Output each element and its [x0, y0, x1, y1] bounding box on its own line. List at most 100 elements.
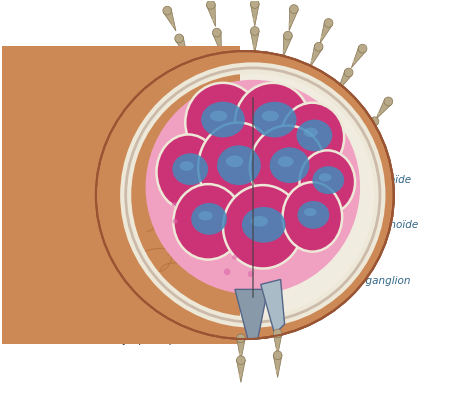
Ellipse shape: [157, 134, 220, 210]
Circle shape: [273, 351, 282, 360]
Ellipse shape: [223, 185, 302, 268]
Ellipse shape: [312, 166, 344, 194]
Ellipse shape: [270, 147, 310, 183]
Polygon shape: [237, 360, 245, 382]
Ellipse shape: [226, 155, 243, 167]
Polygon shape: [362, 119, 378, 140]
Polygon shape: [261, 280, 284, 334]
Circle shape: [232, 255, 237, 260]
Circle shape: [282, 50, 284, 52]
Ellipse shape: [145, 80, 360, 294]
Circle shape: [238, 375, 241, 377]
Circle shape: [116, 235, 118, 237]
Circle shape: [111, 188, 113, 190]
Circle shape: [250, 27, 259, 35]
Ellipse shape: [210, 111, 227, 121]
Circle shape: [60, 164, 68, 173]
Polygon shape: [96, 178, 118, 191]
Circle shape: [237, 356, 245, 364]
Circle shape: [77, 174, 79, 177]
Polygon shape: [94, 94, 112, 112]
Circle shape: [275, 370, 277, 372]
Circle shape: [338, 84, 341, 86]
Circle shape: [288, 23, 290, 25]
Circle shape: [212, 28, 221, 37]
Ellipse shape: [242, 207, 286, 243]
Circle shape: [320, 36, 322, 38]
Polygon shape: [120, 120, 139, 138]
Circle shape: [252, 18, 255, 20]
Circle shape: [370, 117, 379, 126]
Ellipse shape: [96, 51, 394, 339]
Polygon shape: [289, 8, 298, 31]
Circle shape: [364, 132, 365, 134]
Circle shape: [250, 0, 259, 8]
Polygon shape: [212, 32, 221, 54]
Ellipse shape: [300, 150, 355, 214]
Ellipse shape: [251, 216, 268, 227]
Circle shape: [358, 44, 367, 53]
Ellipse shape: [297, 120, 332, 151]
Ellipse shape: [297, 201, 329, 229]
Text: îlot lymphoïde: îlot lymphoïde: [337, 175, 411, 185]
Circle shape: [183, 52, 185, 54]
Circle shape: [171, 24, 173, 26]
Text: vaisseau
lymphatique efférent: vaisseau lymphatique efférent: [120, 323, 230, 345]
Circle shape: [344, 68, 353, 77]
Ellipse shape: [198, 122, 278, 212]
Ellipse shape: [173, 184, 243, 260]
Circle shape: [252, 46, 255, 48]
Circle shape: [237, 334, 245, 343]
Polygon shape: [68, 222, 90, 230]
Ellipse shape: [198, 211, 213, 220]
Ellipse shape: [172, 153, 208, 185]
Polygon shape: [101, 228, 124, 236]
Circle shape: [106, 108, 108, 110]
Circle shape: [275, 348, 277, 350]
Circle shape: [94, 178, 102, 187]
Text: hile du ganglion: hile du ganglion: [327, 276, 411, 286]
Ellipse shape: [278, 156, 293, 167]
Text: tissu lymphoïde: tissu lymphoïde: [336, 220, 418, 230]
Polygon shape: [320, 21, 333, 44]
Circle shape: [172, 202, 176, 207]
Circle shape: [238, 353, 241, 355]
Bar: [1, 46, 240, 344]
Circle shape: [64, 222, 72, 230]
Circle shape: [207, 0, 215, 9]
Ellipse shape: [319, 173, 332, 182]
Polygon shape: [250, 4, 259, 26]
Ellipse shape: [180, 161, 194, 171]
Polygon shape: [175, 37, 188, 59]
Circle shape: [324, 18, 333, 27]
Polygon shape: [207, 4, 216, 26]
Ellipse shape: [250, 126, 325, 209]
Ellipse shape: [185, 83, 261, 162]
Circle shape: [289, 5, 298, 14]
Polygon shape: [63, 164, 85, 177]
Polygon shape: [273, 334, 282, 356]
Polygon shape: [310, 45, 323, 67]
Ellipse shape: [217, 145, 261, 185]
Circle shape: [314, 42, 323, 51]
Circle shape: [172, 219, 178, 224]
Ellipse shape: [235, 83, 310, 162]
Polygon shape: [237, 338, 245, 361]
Text: courant de la
lymphe: courant de la lymphe: [41, 174, 111, 196]
Circle shape: [273, 329, 282, 338]
Circle shape: [377, 112, 379, 114]
Ellipse shape: [126, 68, 380, 322]
Circle shape: [284, 31, 292, 40]
Polygon shape: [273, 355, 282, 378]
Circle shape: [384, 97, 393, 106]
Circle shape: [352, 60, 355, 62]
Polygon shape: [235, 289, 268, 339]
Ellipse shape: [201, 102, 245, 138]
Ellipse shape: [281, 103, 344, 172]
Circle shape: [163, 6, 171, 15]
Polygon shape: [351, 46, 366, 68]
Circle shape: [218, 47, 220, 49]
Circle shape: [98, 228, 106, 236]
Circle shape: [82, 229, 84, 231]
Circle shape: [93, 92, 101, 101]
